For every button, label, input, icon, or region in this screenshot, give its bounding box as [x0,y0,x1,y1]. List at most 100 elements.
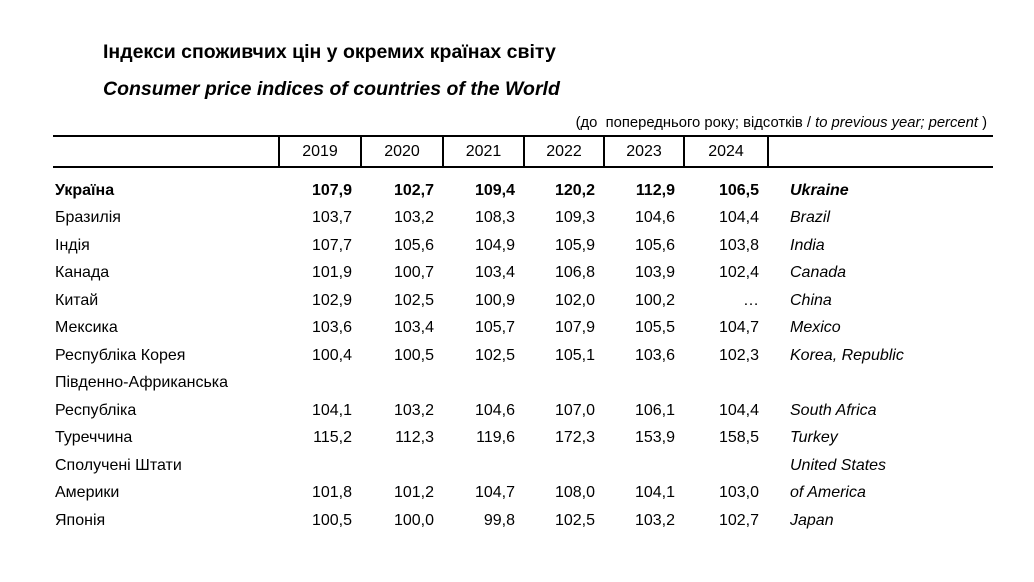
note-suffix: ) [977,115,987,131]
cpi-value: 102,5 [474,346,515,364]
table-row-china: Китай 102,9 102,5 100,9 102,0 100,2 … Ch… [53,287,993,315]
header-year-2022: 2022 [523,137,603,166]
country-name-en: Turkey [790,429,838,447]
cpi-value: 107,9 [554,319,595,337]
header-year-2021: 2021 [442,137,523,166]
cpi-value: 102,5 [393,291,434,309]
cpi-value: 109,4 [474,181,515,199]
title-block: Індекси споживчих цін у окремих країнах … [0,0,1034,101]
cpi-value: 100,5 [311,511,352,529]
country-name-en: of America [790,484,866,502]
country-name-uk: Південно-Африканська [55,374,229,392]
table-unit-note: (до попереднього року; відсотків / to pr… [53,114,993,132]
cpi-value: 103,2 [393,209,434,227]
cpi-value: 108,3 [474,209,515,227]
cpi-value: 99,8 [483,511,515,529]
page-title-english: Consumer price indices of countries of t… [103,78,560,100]
cpi-value: 101,2 [393,484,434,502]
country-name-uk: Бразилія [55,209,121,227]
country-name-en: Ukraine [790,181,849,199]
country-name-uk: Туреччина [55,429,133,447]
cpi-value: 112,9 [635,181,675,199]
cpi-value: 103,6 [311,319,352,337]
country-name-en: China [790,291,832,309]
note-prefix: (до попереднього року; відсотків / [575,115,816,131]
table-row-mexico: Мексика 103,6 103,4 105,7 107,9 105,5 10… [53,315,993,343]
cpi-value: 106,5 [718,181,759,199]
cpi-value: 108,0 [554,484,595,502]
table-body: Україна 107,9 102,7 109,4 120,2 112,9 10… [53,168,993,535]
cpi-value: 103,4 [393,319,434,337]
cpi-value: 100,7 [393,264,434,282]
table-row-south-africa-line1: Південно-Африканська [53,370,993,398]
cpi-value: 103,0 [718,484,759,502]
country-name-uk: Китай [55,291,99,309]
cpi-value: 100,2 [634,291,675,309]
table-row-india: Індія 107,7 105,6 104,9 105,9 105,6 103,… [53,232,993,260]
cpi-value: 100,4 [311,346,352,364]
country-name-en: Japan [790,511,834,529]
cpi-value: … [743,291,759,309]
cpi-value: 107,0 [554,401,595,419]
cpi-value: 112,3 [395,429,434,447]
cpi-value: 102,7 [718,511,759,529]
country-name-en: Korea, Republic [790,346,904,364]
cpi-value: 105,6 [634,236,675,254]
country-name-en: South Africa [790,401,877,419]
country-name-uk: Республіка Корея [55,346,186,364]
country-name-uk: Республіка [55,401,137,419]
cpi-value: 102,3 [718,346,759,364]
cpi-value: 120,2 [554,181,595,199]
country-name-uk: Мексика [55,319,118,337]
cpi-value: 105,9 [554,236,595,254]
table-row-japan: Японія 100,5 100,0 99,8 102,5 103,2 102,… [53,507,993,535]
table-row-usa-line1: Сполучені Штати United States [53,452,993,480]
table-row-brazil: Бразилія 103,7 103,2 108,3 109,3 104,6 1… [53,205,993,233]
header-year-2023: 2023 [603,137,683,166]
cpi-value: 103,9 [634,264,675,282]
table-header-row: 2019 2020 2021 2022 2023 2024 [53,135,993,168]
cpi-value: 103,8 [718,236,759,254]
cpi-value: 103,7 [311,209,352,227]
cpi-value: 115,2 [313,429,352,447]
country-name-uk: Індія [55,236,90,254]
country-name-uk: Сполучені Штати [55,456,182,474]
cpi-value: 109,3 [554,209,595,227]
note-english-italic: to previous year; percent [815,115,978,131]
header-year-2024: 2024 [683,137,767,166]
header-year-2019: 2019 [278,137,360,166]
cpi-value: 101,8 [311,484,352,502]
country-name-uk: Україна [55,181,115,199]
cpi-value: 102,0 [554,291,595,309]
cpi-value: 107,9 [311,181,352,199]
cpi-value: 172,3 [554,429,595,447]
cpi-value: 104,7 [474,484,515,502]
cpi-value: 105,5 [634,319,675,337]
cpi-value: 107,7 [311,236,352,254]
cpi-value: 103,2 [393,401,434,419]
table-row-korea: Республіка Корея 100,4 100,5 102,5 105,1… [53,342,993,370]
table-row-canada: Канада 101,9 100,7 103,4 106,8 103,9 102… [53,260,993,288]
cpi-value: 100,9 [474,291,515,309]
cpi-value: 102,7 [393,181,434,199]
table-row-ukraine: Україна 107,9 102,7 109,4 120,2 112,9 10… [53,177,993,205]
country-name-uk: Америки [55,484,120,502]
cpi-value: 102,9 [311,291,352,309]
header-english-col-spacer [767,137,993,166]
cpi-value: 103,2 [634,511,675,529]
country-name-uk: Японія [55,511,106,529]
cpi-value: 119,6 [476,429,515,447]
cpi-value: 153,9 [634,429,675,447]
table-row-turkey: Туреччина 115,2 112,3 119,6 172,3 153,9 … [53,425,993,453]
cpi-value: 106,8 [554,264,595,282]
country-name-en: Mexico [790,319,841,337]
country-name-en: Canada [790,264,847,282]
cpi-value: 158,5 [718,429,759,447]
country-name-en: United States [790,456,887,474]
header-year-2020: 2020 [360,137,442,166]
cpi-value: 104,9 [474,236,515,254]
cpi-value: 102,5 [554,511,595,529]
cpi-value: 104,4 [718,209,759,227]
cpi-value: 101,9 [311,264,352,282]
cpi-value: 100,5 [393,346,434,364]
